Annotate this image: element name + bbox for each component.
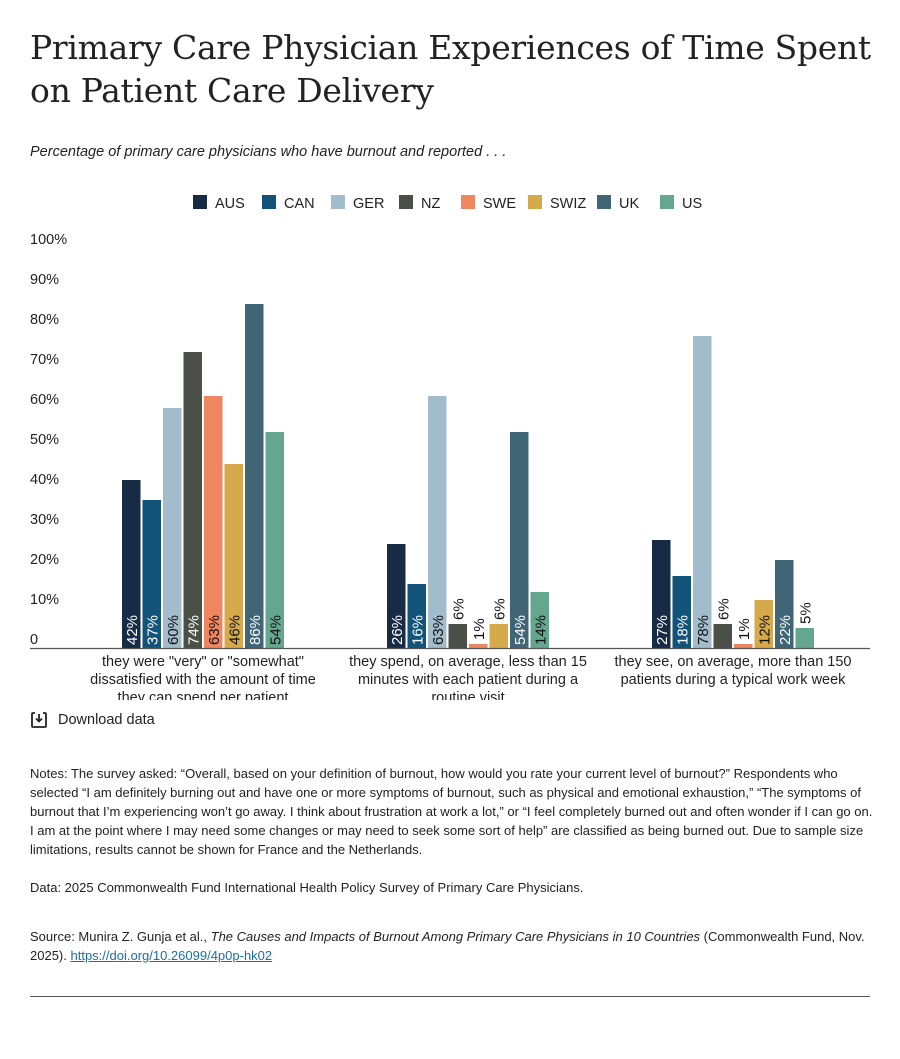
source-doi-link[interactable]: https://doi.org/10.26099/4p0p-hk02 — [70, 948, 273, 963]
bar-uk — [510, 432, 529, 648]
y-tick-label: 0 — [30, 632, 38, 648]
bar-aus — [122, 480, 141, 648]
bar-swe — [204, 396, 223, 648]
download-data-button[interactable]: Download data — [30, 711, 155, 729]
bar-can — [142, 500, 161, 648]
data-label-can: 16% — [409, 615, 426, 645]
source-prefix: Source: Munira Z. Gunja et al., — [30, 929, 211, 944]
legend-label-us: US — [682, 196, 702, 212]
data-label-nz: 6% — [450, 598, 467, 620]
y-tick-label: 50% — [30, 432, 59, 448]
legend-label-nz: NZ — [421, 196, 440, 212]
legend-swatch-ger — [331, 195, 345, 209]
bar-nz — [713, 624, 732, 648]
data-label-swe: 1% — [471, 618, 488, 640]
data-label-uk: 54% — [512, 615, 529, 645]
data-label-ger: 78% — [695, 615, 712, 645]
data-label-aus: 27% — [654, 615, 671, 645]
bar-swe — [734, 644, 753, 648]
notes-text: Notes: The survey asked: “Overall, based… — [30, 766, 873, 857]
legend-label-ger: GER — [353, 196, 384, 212]
source-suffix: (Commonwealth Fund, Nov. 2025). — [30, 929, 865, 963]
bar-uk — [775, 560, 794, 648]
data-label-nz: 74% — [185, 615, 202, 645]
y-tick-label: 90% — [30, 272, 59, 288]
bar-nz — [183, 352, 202, 648]
data-label-us: 54% — [267, 615, 284, 645]
bar-nz — [448, 624, 467, 648]
bar-aus — [387, 544, 406, 648]
data-label-us: 5% — [797, 602, 814, 624]
bar-ger — [163, 408, 182, 648]
bar-uk — [245, 304, 264, 648]
y-tick-label: 100% — [30, 232, 67, 248]
legend-swatch-aus — [193, 195, 207, 209]
x-category-label: they can spend per patient — [118, 690, 289, 700]
data-label-uk: 86% — [247, 615, 264, 645]
data-label-uk: 22% — [777, 615, 794, 645]
bar-us — [530, 592, 549, 648]
data-label-ger: 63% — [430, 615, 447, 645]
x-category-label: dissatisfied with the amount of time — [90, 672, 316, 688]
legend-swatch-nz — [399, 195, 413, 209]
data-label-aus: 26% — [389, 615, 406, 645]
bar-ger — [428, 396, 447, 648]
y-tick-label: 30% — [30, 512, 59, 528]
y-tick-label: 70% — [30, 352, 59, 368]
data-label-swe: 1% — [736, 618, 753, 640]
x-category-label: routine visit — [431, 690, 504, 700]
data-note: Data: 2025 Commonwealth Fund Internation… — [30, 880, 584, 895]
chart-subtitle: Percentage of primary care physicians wh… — [30, 144, 507, 160]
bar-swe — [469, 644, 488, 648]
data-label-aus: 42% — [124, 615, 141, 645]
legend-swatch-can — [262, 195, 276, 209]
bar-aus — [652, 540, 671, 648]
bar-swiz — [489, 624, 508, 648]
bar-swiz — [754, 600, 773, 648]
legend-swatch-swiz — [528, 195, 542, 209]
data-label-us: 14% — [532, 615, 549, 645]
data-label-swe: 63% — [206, 615, 223, 645]
source-title: The Causes and Impacts of Burnout Among … — [210, 929, 701, 944]
legend-swatch-swe — [461, 195, 475, 209]
bar-swiz — [224, 464, 243, 648]
bar-us — [265, 432, 284, 648]
x-category-label: minutes with each patient during a — [358, 672, 579, 688]
bar-ger — [693, 336, 712, 648]
data-label-swiz: 46% — [226, 615, 243, 645]
y-tick-label: 80% — [30, 312, 59, 328]
y-tick-label: 40% — [30, 472, 59, 488]
legend-label-can: CAN — [284, 196, 315, 212]
bar-can — [407, 584, 426, 648]
legend-swatch-us — [660, 195, 674, 209]
bar-chart: AUS CAN GER NZ SWE SWIZ UK US 0 10% 20% 30% 40% 50% 60… — [30, 195, 870, 700]
legend-label-aus: AUS — [215, 196, 245, 212]
bar-us — [795, 628, 814, 648]
legend-swatch-uk — [597, 195, 611, 209]
x-category-label: they were "very" or "somewhat" — [102, 654, 304, 670]
chart-title: Primary Care Physician Experiences of Ti… — [30, 28, 871, 110]
data-label-can: 37% — [144, 615, 161, 645]
download-icon — [31, 712, 47, 728]
notes-section: Notes: The survey asked: “Overall, based… — [30, 764, 875, 984]
data-label-nz: 6% — [715, 598, 732, 620]
x-category-label: they see, on average, more than 150 — [615, 654, 852, 670]
y-tick-label: 20% — [30, 552, 59, 568]
data-label-ger: 60% — [165, 615, 182, 645]
legend-label-swe: SWE — [483, 196, 516, 212]
x-category-label: patients during a typical work week — [621, 672, 847, 688]
legend-label-swiz: SWIZ — [550, 196, 586, 212]
bottom-divider — [30, 996, 870, 997]
y-tick-label: 60% — [30, 392, 59, 408]
data-label-swiz: 6% — [491, 598, 508, 620]
download-data-label: Download data — [58, 712, 155, 728]
x-category-label: they spend, on average, less than 15 — [349, 654, 587, 670]
data-label-can: 18% — [674, 615, 691, 645]
legend-label-uk: UK — [619, 196, 639, 212]
bar-can — [672, 576, 691, 648]
data-label-swiz: 12% — [756, 615, 773, 645]
source-note: Source: Munira Z. Gunja et al., The Caus… — [30, 927, 875, 965]
y-tick-label: 10% — [30, 592, 59, 608]
